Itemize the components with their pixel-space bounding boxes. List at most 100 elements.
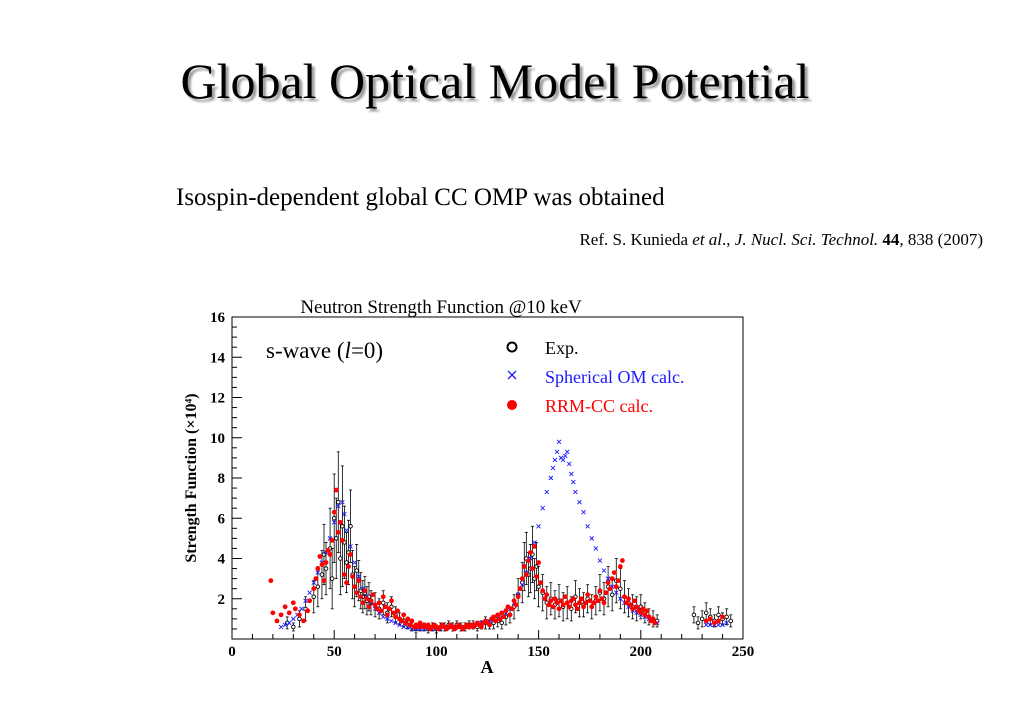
spherical-cross-stroke xyxy=(724,620,729,626)
spherical-cross-stroke xyxy=(703,622,709,628)
rrm-point xyxy=(393,614,398,620)
rrm-point xyxy=(401,612,407,618)
ref-etal: et al xyxy=(692,230,723,249)
rrm-point xyxy=(603,590,609,596)
spherical-point xyxy=(707,622,713,628)
rrm-point xyxy=(342,572,347,577)
rrm-point xyxy=(487,622,492,628)
spherical-point xyxy=(311,580,317,585)
spherical-cross-stroke xyxy=(340,499,345,505)
rrm-point xyxy=(632,598,638,604)
spherical-point xyxy=(536,523,541,529)
spherical-point xyxy=(573,489,578,495)
spherical-cross-stroke xyxy=(613,590,619,596)
rrm-point xyxy=(348,552,353,557)
spherical-cross-stroke xyxy=(291,616,296,622)
rrm-point xyxy=(380,594,386,600)
rrm-point xyxy=(511,598,517,604)
rrm-point xyxy=(372,602,378,608)
rrm-point xyxy=(286,610,292,616)
spherical-cross-stroke xyxy=(720,622,725,628)
rrm-point xyxy=(364,596,370,602)
rrm-point xyxy=(352,584,358,590)
exp-point xyxy=(354,568,359,573)
rrm-point xyxy=(638,610,644,616)
rrm-point xyxy=(585,592,591,598)
spherical-cross-stroke xyxy=(707,622,713,628)
spherical-point xyxy=(566,461,572,467)
spherical-cross-stroke xyxy=(585,523,590,529)
spherical-point xyxy=(532,540,537,545)
spherical-cross-stroke xyxy=(389,618,394,624)
rrm-point xyxy=(513,602,519,608)
rrm-point xyxy=(290,600,296,606)
rrm-point xyxy=(335,529,341,535)
rrm-point xyxy=(311,586,317,592)
rrm-point xyxy=(554,600,560,606)
spherical-point xyxy=(589,536,595,541)
rrm-point xyxy=(415,624,421,630)
rrm-point xyxy=(282,604,288,610)
y-tick-label: 2 xyxy=(218,592,226,608)
spherical-cross-stroke xyxy=(335,503,341,509)
spherical-cross-stroke xyxy=(566,461,572,467)
rrm-point xyxy=(634,604,640,610)
rrm-point xyxy=(577,600,582,606)
rrm-point xyxy=(534,574,539,580)
spherical-point xyxy=(601,568,607,573)
spherical-cross-stroke xyxy=(618,596,623,602)
exp-point xyxy=(331,515,337,521)
rrm-point xyxy=(305,608,311,614)
slide-title: Global Optical Model Potential xyxy=(180,53,810,109)
spherical-point xyxy=(724,620,729,626)
rrm-point xyxy=(491,614,497,620)
spherical-cross-stroke xyxy=(554,449,560,455)
exp-point xyxy=(728,618,733,624)
spherical-point xyxy=(568,471,574,477)
spherical-point xyxy=(303,598,308,604)
exp-point xyxy=(333,536,339,541)
rrm-point xyxy=(301,618,306,624)
spherical-cross-stroke xyxy=(282,622,288,628)
annotation-s-wave: s-wave (l=0) xyxy=(266,338,383,363)
rrm-point xyxy=(501,614,507,620)
exp-point xyxy=(699,616,705,622)
y-tick-label: 14 xyxy=(210,350,226,366)
rrm-point xyxy=(570,596,576,602)
spherical-point xyxy=(385,616,390,622)
spherical-point xyxy=(540,505,546,511)
rrm-point xyxy=(405,616,411,622)
rrm-point xyxy=(319,562,325,567)
spherical-point xyxy=(291,616,296,622)
spherical-cross-stroke xyxy=(556,439,562,445)
x-tick-label: 50 xyxy=(327,644,342,660)
spherical-point xyxy=(315,570,321,575)
legend-marker-spherical xyxy=(507,370,517,380)
spherical-cross-stroke xyxy=(401,624,407,630)
spherical-cross-stroke xyxy=(327,536,333,541)
y-tick-label: 4 xyxy=(218,552,226,568)
rrm-point xyxy=(407,622,413,628)
rrm-point xyxy=(552,596,558,602)
spherical-cross-stroke xyxy=(564,449,570,455)
rrm-point xyxy=(478,624,484,630)
rrm-point xyxy=(597,588,603,594)
spherical-point xyxy=(282,622,288,628)
spherical-cross-stroke xyxy=(307,590,312,596)
spherical-point xyxy=(720,622,725,628)
rrm-point xyxy=(640,606,646,612)
rrm-point xyxy=(711,620,717,626)
spherical-cross-stroke xyxy=(593,546,599,551)
rrm-point xyxy=(327,552,333,557)
slide-subtitle: Isospin-dependent global CC OMP was obta… xyxy=(176,184,665,211)
spherical-point xyxy=(548,475,554,481)
spherical-point xyxy=(577,499,582,505)
rrm-point xyxy=(391,610,396,616)
rrm-point xyxy=(583,600,589,606)
spherical-point xyxy=(550,465,556,471)
rrm-point xyxy=(507,612,513,618)
ref-rest: , 838 (2007) xyxy=(899,230,983,249)
exp-point xyxy=(348,524,353,529)
spherical-point xyxy=(335,503,341,509)
spherical-cross-stroke xyxy=(573,489,578,495)
